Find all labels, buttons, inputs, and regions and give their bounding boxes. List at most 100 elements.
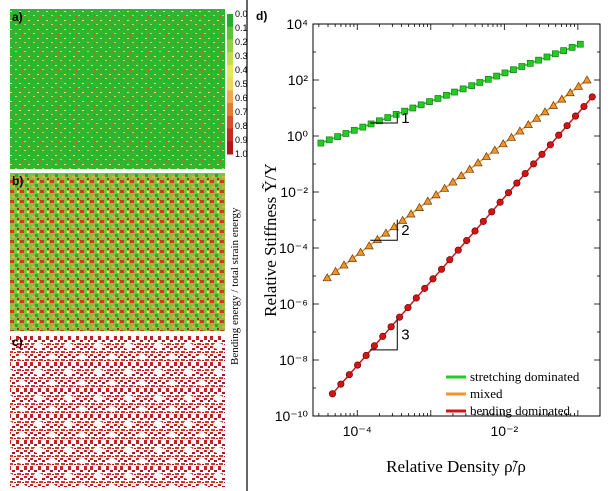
data-point-circle xyxy=(362,351,370,360)
data-point-circle xyxy=(521,169,529,178)
data-point-square xyxy=(434,95,442,102)
data-point-square xyxy=(342,130,350,137)
data-point-triangle xyxy=(355,247,366,256)
colorbar-segment xyxy=(227,14,233,28)
colorbar-tick-label: 0.7 xyxy=(235,107,248,117)
data-point-triangle xyxy=(456,170,466,180)
data-point-triangle xyxy=(364,241,374,250)
data-point-square xyxy=(426,98,433,105)
data-point-circle xyxy=(580,102,588,111)
data-point-square xyxy=(409,104,417,112)
data-point-square xyxy=(334,133,341,140)
data-point-square xyxy=(526,60,534,67)
data-point-square xyxy=(560,47,567,54)
colorbar-title: Bending energy / total strain energy xyxy=(229,207,241,365)
data-point-circle xyxy=(328,390,337,398)
legend: stretching dominated mixed bending dominat… xyxy=(446,369,580,418)
data-point-triangle xyxy=(381,228,391,237)
data-point-square xyxy=(443,91,450,99)
data-point-circle xyxy=(412,294,420,302)
legend-label: bending dominated xyxy=(470,403,571,418)
slope-label: 2 xyxy=(401,222,409,239)
series-mixed xyxy=(322,75,592,282)
colorbar-segment xyxy=(227,128,233,142)
data-point-triangle xyxy=(339,260,349,269)
data-point-triangle xyxy=(473,158,483,167)
panel-c: c) xyxy=(10,335,225,487)
data-point-triangle xyxy=(439,183,450,192)
data-point-circle xyxy=(504,189,513,197)
data-point-square xyxy=(451,88,458,96)
y-tick-label: 10² xyxy=(288,72,309,88)
data-point-circle xyxy=(345,371,353,379)
data-point-square xyxy=(459,85,467,93)
y-axis-title: Relative Stiffness Ỹ/Y xyxy=(261,163,280,317)
data-point-circle xyxy=(471,227,479,235)
panel-b: b) xyxy=(10,173,225,331)
colorbar-segment xyxy=(227,39,233,53)
data-point-circle xyxy=(437,265,446,273)
y-tick-label: 10⁻⁴ xyxy=(279,240,308,256)
data-point-circle xyxy=(379,332,387,340)
colorbar-tick-label: 0.1 xyxy=(235,23,248,33)
data-point-square xyxy=(317,139,325,147)
data-point-triangle xyxy=(414,202,425,211)
data-point-triangle xyxy=(465,164,475,173)
data-point-circle xyxy=(404,304,412,312)
data-point-triangle xyxy=(372,234,383,243)
data-point-square xyxy=(501,69,509,77)
data-point-square xyxy=(392,111,400,118)
colorbar-segment xyxy=(227,141,233,155)
data-point-square xyxy=(535,56,542,64)
data-point-square xyxy=(543,53,551,61)
colorbar-tick-label: 0.5 xyxy=(235,79,248,89)
data-point-circle xyxy=(571,112,580,120)
data-point-square xyxy=(417,101,425,109)
y-tick-label: 10⁻² xyxy=(280,184,308,200)
y-tick-label: 10⁻⁶ xyxy=(279,296,308,312)
data-point-square xyxy=(484,75,492,83)
data-point-circle xyxy=(563,122,571,130)
slope-triangle xyxy=(370,318,398,351)
colorbar-segment xyxy=(227,90,233,104)
data-point-circle xyxy=(370,342,378,350)
data-point-circle xyxy=(354,361,362,369)
data-point-triangle xyxy=(490,145,500,154)
lattice-image-b xyxy=(10,173,225,331)
colorbar-segment xyxy=(227,115,233,130)
data-point-triangle xyxy=(515,126,525,135)
data-point-triangle xyxy=(330,266,341,275)
data-point-circle xyxy=(588,93,596,101)
panel-d: d) 10⁻⁴ 10⁻² 10⁴ 10² 10⁰ 10⁻² 10⁻⁴ 10⁻⁶ 10⁻⁸ 10⁻¹… xyxy=(256,9,601,476)
data-point-circle xyxy=(496,198,504,206)
colorbar: Bending energy / total strain energy 0.0… xyxy=(227,9,248,365)
panel-a-label: a) xyxy=(12,10,23,24)
data-point-triangle xyxy=(423,196,433,205)
data-point-triangle xyxy=(481,151,492,160)
data-point-triangle xyxy=(498,139,508,148)
data-point-square xyxy=(367,120,375,128)
slope-triangle xyxy=(370,219,398,241)
colorbar-tick-label: 0.6 xyxy=(235,93,248,103)
colorbar-tick-label: 0.0 xyxy=(235,9,248,19)
y-tick-label: 10⁻⁸ xyxy=(279,352,308,368)
colorbar-segment xyxy=(227,52,233,66)
data-point-triangle xyxy=(389,222,399,231)
data-point-circle xyxy=(387,323,395,331)
y-tick-label: 10⁻¹⁰ xyxy=(275,408,309,424)
colorbar-tick-label: 0.9 xyxy=(235,135,248,145)
panel-b-label: b) xyxy=(12,174,23,188)
slope-triangle xyxy=(370,112,398,124)
data-point-square xyxy=(359,123,367,131)
data-point-square xyxy=(350,126,358,134)
data-point-circle xyxy=(530,160,538,168)
y-tick-label: 10⁴ xyxy=(286,16,308,32)
panel-d-label: d) xyxy=(256,9,267,23)
data-point-triangle xyxy=(506,132,517,141)
data-point-triangle xyxy=(406,209,416,218)
colorbar-gradient xyxy=(227,14,233,155)
x-axis-title: Relative Density ρ̃/ρ xyxy=(386,457,526,476)
lattice-image-c xyxy=(10,335,225,487)
slope-label: 1 xyxy=(401,110,409,127)
